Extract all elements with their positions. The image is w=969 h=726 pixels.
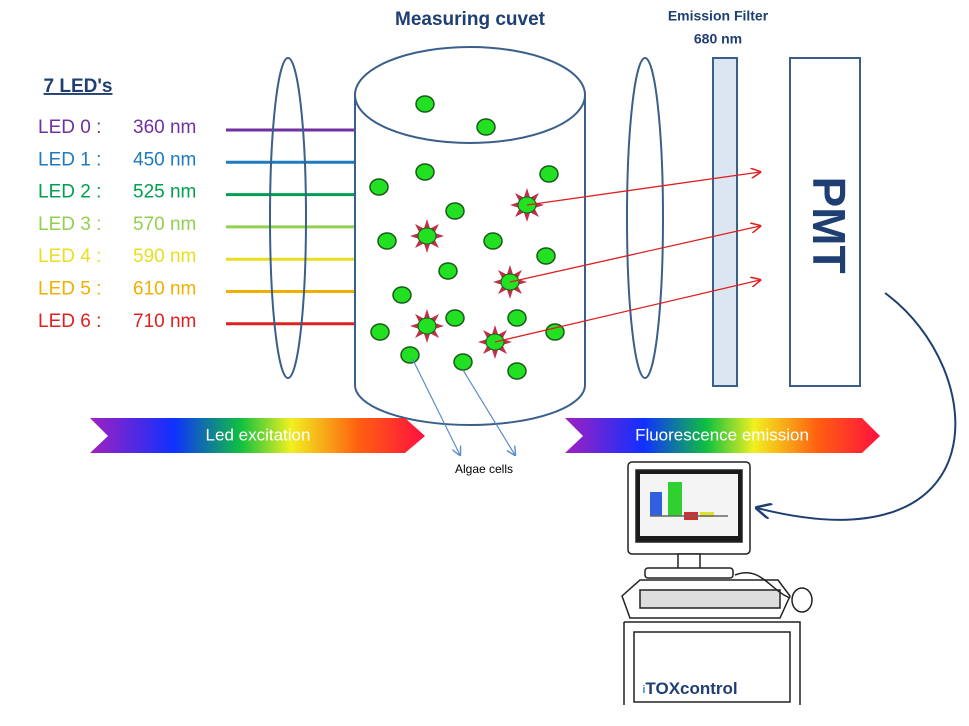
signal-arrow [757, 292, 957, 521]
led-wavelength: 590 nm [133, 246, 196, 267]
excitation-band [90, 418, 425, 453]
lens [626, 57, 664, 379]
excitation-label: Led excitation [206, 425, 311, 444]
cuvet-body [354, 95, 586, 426]
algae-cell [545, 323, 565, 341]
filter-wavelength: 680 nm [694, 31, 742, 47]
algae-cell [536, 247, 556, 265]
led-label: LED 4 : [38, 246, 101, 267]
led-list: LED 0 : 360 nm LED 1 : 450 nm LED 2 : 525 nm L… [38, 117, 379, 332]
led-label: LED 2 : [38, 182, 101, 203]
algae-cell [445, 202, 465, 220]
emission-label: Fluorescence emission [635, 425, 809, 444]
brand-name: TOXcontrol [645, 679, 737, 698]
algae-cell [476, 118, 496, 136]
cuvet-label: Measuring cuvet [395, 9, 546, 30]
led-wavelength: 570 nm [133, 214, 196, 235]
cuvet-top [354, 46, 586, 144]
algae-cell [453, 353, 473, 371]
led-wavelength: 450 nm [133, 149, 196, 170]
algae-cell [507, 309, 527, 327]
led-label: LED 1 : [38, 149, 101, 170]
pmt [789, 57, 861, 387]
algae-cell [438, 262, 458, 280]
algae-cell [445, 309, 465, 327]
led-wavelength: 360 nm [133, 117, 196, 138]
algae-cell [377, 232, 397, 250]
led-label: LED 0 : [38, 117, 101, 138]
brand-prefix: i [642, 684, 645, 696]
led-label: LED 6 : [38, 311, 101, 332]
led-label: LED 3 : [38, 214, 101, 235]
emission-filter [712, 57, 738, 387]
algae-cell [539, 165, 559, 183]
brand: iTOXcontrol [642, 679, 737, 698]
algae-cell [369, 178, 389, 196]
computer [621, 461, 813, 705]
filter-label: Emission Filter [668, 8, 769, 24]
algae-cell [415, 163, 435, 181]
cells-label: Algae cells [455, 462, 513, 476]
emission-rays [494, 172, 760, 343]
led-wavelength: 610 nm [133, 279, 196, 300]
algae-cell [400, 346, 420, 364]
pmt-label: PMT [803, 176, 855, 273]
led-wavelength: 710 nm [133, 311, 196, 332]
fluorescing-cell [417, 227, 437, 245]
cell-pointers [411, 357, 515, 455]
emission-band [565, 418, 880, 453]
fluorescing-cell [417, 317, 437, 335]
algae-cell [507, 362, 527, 380]
algae-cell [392, 286, 412, 304]
led-title: 7 LED's [44, 76, 113, 97]
led-wavelength: 525 nm [133, 182, 196, 203]
led-label: LED 5 : [38, 279, 101, 300]
algae-cell [415, 95, 435, 113]
lens [269, 57, 307, 379]
algae-cell [483, 232, 503, 250]
algae-cell [370, 323, 390, 341]
